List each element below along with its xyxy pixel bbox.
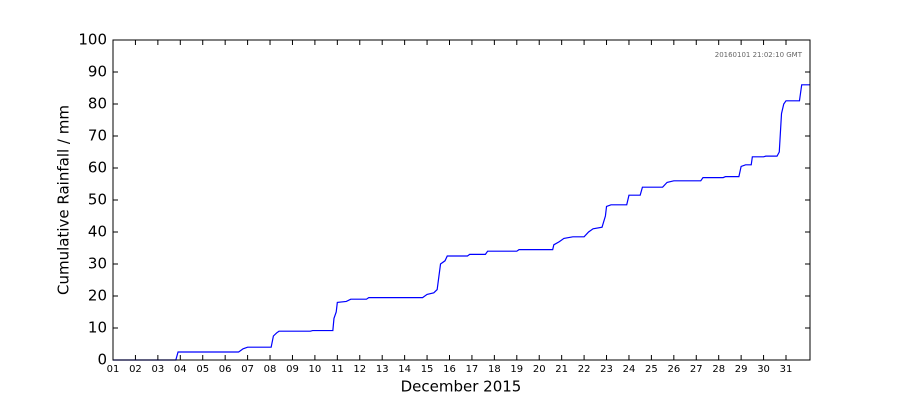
y-tick-label: 50 (88, 191, 107, 209)
x-tick-label: 30 (757, 364, 770, 375)
x-tick-label: 04 (174, 364, 187, 375)
x-tick-label: 23 (600, 364, 613, 375)
x-tick-label: 21 (555, 364, 568, 375)
x-tick-label: 06 (219, 364, 232, 375)
x-tick-label: 14 (398, 364, 411, 375)
x-tick-label: 25 (645, 364, 658, 375)
plot-frame (112, 39, 811, 361)
x-tick-label: 26 (667, 364, 680, 375)
annotation: 20160101 21:02:10 GMT (715, 51, 803, 59)
x-tick-label: 28 (712, 364, 725, 375)
y-tick-label: 60 (88, 159, 107, 177)
x-tick-label: 10 (309, 364, 322, 375)
x-tick-label: 03 (151, 364, 164, 375)
y-tick-label: 20 (88, 287, 107, 305)
x-tick-label: 20 (533, 364, 546, 375)
y-axis-label: Cumulative Rainfall / mm (55, 105, 73, 295)
x-tick-label: 08 (264, 364, 277, 375)
y-tick-label: 100 (78, 31, 107, 49)
x-tick-label: 07 (241, 364, 254, 375)
x-axis-label: December 2015 (401, 378, 522, 396)
x-tick-label: 11 (331, 364, 344, 375)
y-tick-label: 80 (88, 95, 107, 113)
x-tick-label: 18 (488, 364, 501, 375)
y-tick-label: 30 (88, 255, 107, 273)
x-tick-label: 22 (578, 364, 591, 375)
y-tick-label: 0 (97, 351, 107, 369)
x-tick-label: 02 (129, 364, 142, 375)
x-tick-label: 12 (353, 364, 366, 375)
x-tick-label: 24 (623, 364, 636, 375)
x-tick-label: 27 (690, 364, 703, 375)
rainfall-line (113, 84, 810, 361)
x-tick-label: 15 (421, 364, 434, 375)
x-tick-label: 05 (196, 364, 209, 375)
y-tick-label: 10 (88, 319, 107, 337)
x-tick-label: 29 (735, 364, 748, 375)
y-tick-label: 90 (88, 63, 107, 81)
x-tick-label: 13 (376, 364, 389, 375)
x-tick-label: 19 (510, 364, 523, 375)
x-tick-label: 01 (107, 364, 120, 375)
x-tick-label: 17 (466, 364, 479, 375)
y-tick-label: 40 (88, 223, 107, 241)
y-tick-label: 70 (88, 127, 107, 145)
x-tick-label: 31 (780, 364, 793, 375)
x-tick-label: 09 (286, 364, 299, 375)
x-tick-label: 16 (443, 364, 456, 375)
